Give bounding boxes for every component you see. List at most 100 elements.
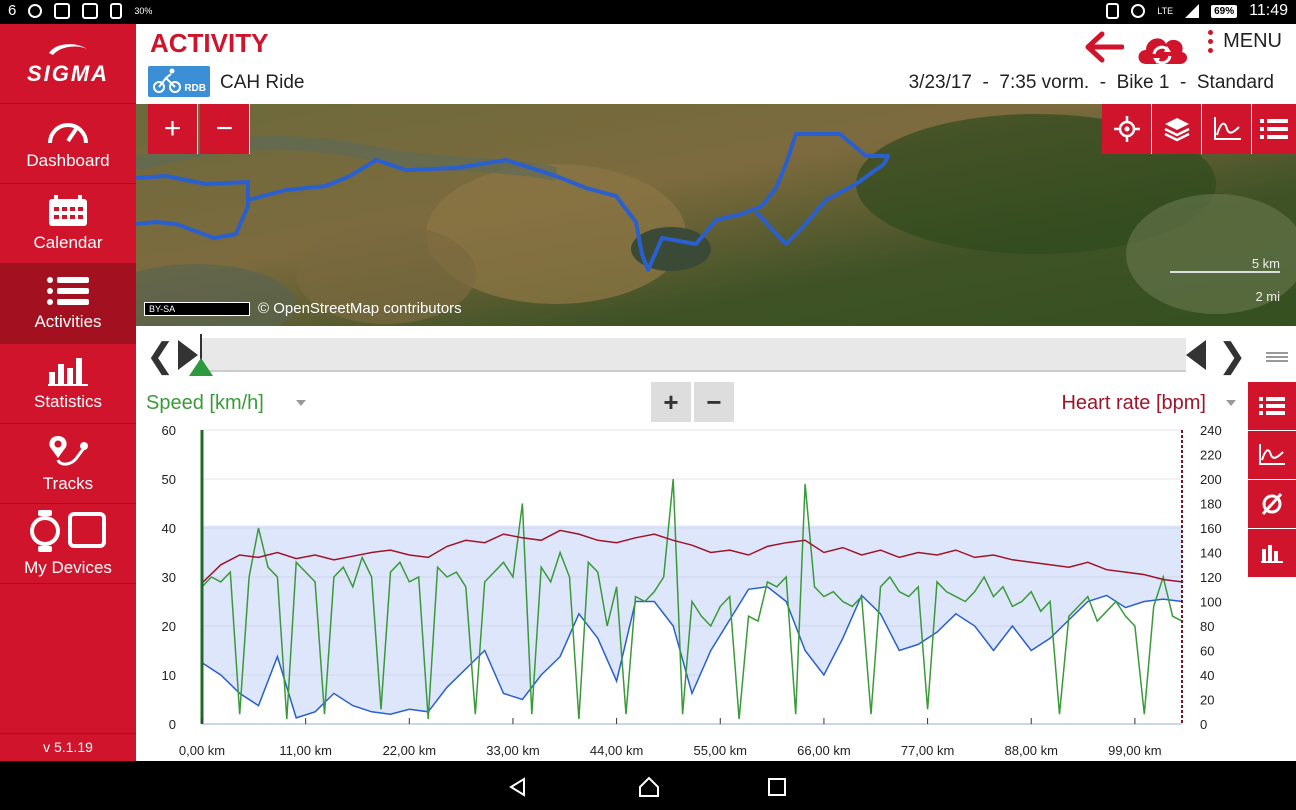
- chevron-down-icon[interactable]: [1226, 400, 1236, 406]
- image-icon: [54, 2, 71, 19]
- list-view-button[interactable]: [1252, 104, 1296, 154]
- list-icon: [1259, 397, 1285, 415]
- menu-button[interactable]: MENU: [1208, 30, 1282, 53]
- y-right-tick-label: 20: [1200, 693, 1214, 708]
- x-tick-label: 0,00 km: [179, 743, 225, 758]
- signal-icon: [1185, 4, 1200, 18]
- sidebar-item-statistics[interactable]: Statistics: [0, 344, 136, 424]
- chart-zoom-in-button[interactable]: +: [651, 382, 691, 422]
- cloud-sync-icon[interactable]: [1134, 28, 1190, 68]
- more-vert-icon: [1208, 30, 1214, 53]
- chart-toolbar: [1248, 382, 1296, 761]
- activity-header: ACTIVITY RDB CAH Ride 3/23/17 - 7:35 vor…: [136, 24, 1296, 104]
- y-right-tick-label: 60: [1200, 644, 1214, 659]
- cc-license-badge: BY-SA: [144, 301, 250, 316]
- x-tick-label: 88,00 km: [1004, 743, 1057, 758]
- map-attribution: BY-SA © OpenStreetMap contributors: [144, 300, 462, 317]
- y-right-tick-label: 180: [1200, 497, 1222, 512]
- list-icon: [47, 276, 89, 305]
- sidebar-item-label: Statistics: [33, 391, 103, 411]
- ride-name: CAH Ride: [220, 72, 305, 93]
- recents-nav-icon[interactable]: [768, 778, 786, 796]
- series-altitude-line: [201, 586, 1183, 719]
- y-left-tick-label: 50: [162, 472, 176, 487]
- x-tick-label: 11,00 km: [279, 743, 332, 758]
- map-zoom-in-button[interactable]: +: [148, 104, 198, 154]
- average-icon: [1261, 492, 1283, 516]
- drag-handle-icon[interactable]: [1266, 352, 1288, 364]
- satellite-terrain: [136, 104, 1296, 326]
- crosshair-icon: [1113, 116, 1140, 142]
- sidebar-item-dashboard[interactable]: Dashboard: [0, 104, 136, 184]
- bar-chart-icon: [1261, 545, 1283, 563]
- x-tick-label: 44,00 km: [590, 743, 643, 758]
- back-nav-icon[interactable]: [508, 777, 528, 797]
- layers-button[interactable]: [1152, 104, 1202, 154]
- sidebar-item-activities[interactable]: Activities: [0, 264, 136, 344]
- map-scale: 5 km 2 mi: [1170, 256, 1280, 304]
- chevron-down-icon[interactable]: [296, 400, 306, 406]
- x-tick-label: 77,00 km: [901, 743, 954, 758]
- y-right-tick-label: 40: [1200, 668, 1214, 683]
- sidebar-item-my-devices[interactable]: My Devices: [0, 504, 136, 584]
- status-bar: 6 30% LTE 69% 11:49: [0, 0, 1296, 24]
- position-triangle[interactable]: [189, 358, 213, 376]
- x-tick-label: 33,00 km: [486, 743, 539, 758]
- route-pin-icon: [49, 435, 88, 466]
- chart-list-button[interactable]: [1248, 382, 1296, 430]
- back-arrow-icon[interactable]: [1084, 30, 1124, 64]
- y-right-tick-label: 220: [1200, 448, 1222, 463]
- square-icon: [82, 2, 99, 19]
- y-right-tick-label: 0: [1200, 717, 1207, 732]
- list-icon: [1260, 119, 1288, 139]
- line-chart-icon: [1213, 117, 1241, 140]
- x-tick-label: 55,00 km: [694, 743, 747, 758]
- y-left-tick-label: 10: [162, 668, 176, 683]
- chart-bars-button[interactable]: [1248, 529, 1296, 577]
- sidebar: SIGMA Dashboard Calendar: [0, 24, 136, 761]
- ride-meta: 3/23/17 - 7:35 vorm. - Bike 1 - Standard: [908, 72, 1274, 93]
- position-handle[interactable]: [200, 334, 202, 370]
- brand-wordmark: SIGMA: [26, 60, 110, 86]
- y-right-tick-label: 140: [1200, 546, 1222, 561]
- right-axis-selector[interactable]: Heart rate [bpm]: [1061, 392, 1206, 414]
- left-axis-selector[interactable]: Speed [km/h]: [146, 392, 264, 414]
- chart-panel: Speed [km/h] + − Heart rate [bpm] 0 10 20 3…: [136, 382, 1248, 761]
- app-version: v 5.1.19: [0, 733, 136, 761]
- home-nav-icon[interactable]: [638, 776, 660, 798]
- route-map[interactable]: + −: [136, 104, 1296, 326]
- slider-track[interactable]: [200, 338, 1186, 372]
- activity-chart[interactable]: 0 10 20 30 40 50 60 0 20 40 60 80 100 120 140 160 180 200…: [136, 382, 1248, 761]
- range-slider[interactable]: ❮ ❯: [136, 326, 1296, 382]
- x-tick-label: 99,00 km: [1108, 743, 1161, 758]
- chevron-right-icon[interactable]: ❯: [1218, 337, 1247, 375]
- y-left-tick-label: 60: [162, 423, 176, 438]
- x-tick-label: 66,00 km: [797, 743, 850, 758]
- scale-mi: 2 mi: [1255, 289, 1280, 304]
- y-left-tick-label: 20: [162, 619, 176, 634]
- sidebar-item-label: My Devices: [24, 557, 112, 577]
- layers-icon: [1163, 118, 1190, 142]
- osm-attribution[interactable]: © OpenStreetMap contributors: [258, 300, 462, 317]
- locate-button[interactable]: [1102, 104, 1152, 154]
- y-right-tick-label: 120: [1200, 570, 1222, 585]
- clock: 11:49: [1249, 2, 1288, 19]
- nfc-icon: [1106, 3, 1120, 19]
- status-percent: 30%: [134, 5, 153, 16]
- y-right-tick-label: 200: [1200, 472, 1222, 487]
- chart-zoom-out-button[interactable]: −: [694, 382, 734, 422]
- y-right-tick-label: 80: [1200, 619, 1214, 634]
- chart-line-button[interactable]: [1248, 431, 1296, 479]
- map-zoom-out-button[interactable]: −: [200, 104, 250, 154]
- chevron-left-icon[interactable]: ❮: [146, 337, 175, 375]
- chart-average-button[interactable]: [1248, 480, 1296, 528]
- chart-view-button[interactable]: [1202, 104, 1252, 154]
- sidebar-item-calendar[interactable]: Calendar: [0, 184, 136, 264]
- sigma-logo[interactable]: SIGMA: [0, 24, 136, 104]
- sidebar-item-tracks[interactable]: Tracks: [0, 424, 136, 504]
- speedometer-icon: [48, 122, 88, 143]
- sigma-swoosh-icon: [49, 43, 87, 55]
- range-end-marker[interactable]: [1186, 340, 1206, 370]
- y-left-tick-label: 0: [169, 717, 176, 732]
